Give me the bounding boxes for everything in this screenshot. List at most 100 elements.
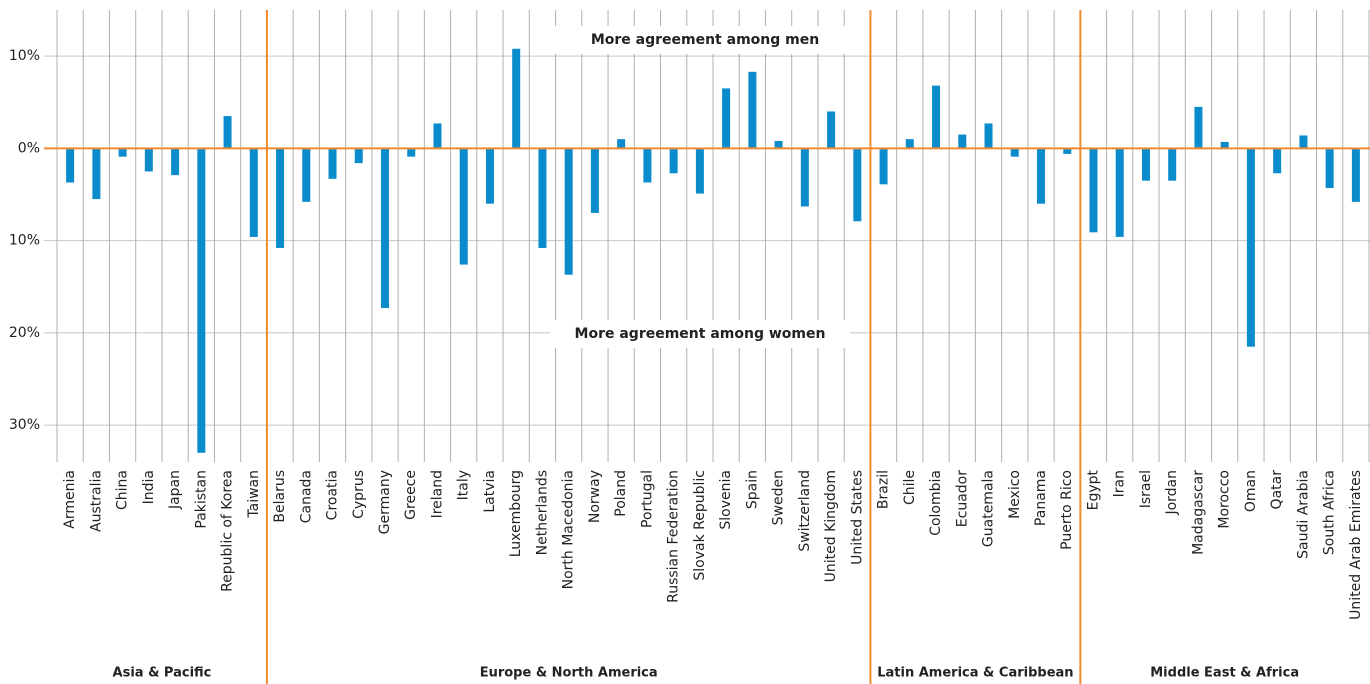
x-tick-label: Spain: [744, 470, 760, 509]
x-tick-label: China: [115, 470, 131, 510]
x-tick-label: Portugal: [639, 470, 655, 528]
bar: [1168, 148, 1177, 181]
bar: [564, 148, 573, 275]
bar: [1194, 106, 1203, 149]
x-tick-label: Ecuador: [954, 470, 970, 527]
y-tick-label: 10%: [9, 48, 40, 64]
bar: [171, 148, 180, 176]
bar: [905, 139, 914, 149]
annotation: More agreement among women: [575, 326, 826, 342]
x-tick-label: India: [141, 470, 157, 504]
y-tick-label: 10%: [9, 233, 40, 249]
bar: [223, 116, 232, 149]
bar: [407, 148, 416, 157]
group-label: Middle East & Africa: [1150, 666, 1299, 681]
x-tick-label: Qatar: [1269, 470, 1285, 510]
bar: [459, 148, 468, 265]
bar: [643, 148, 652, 183]
bar: [328, 148, 337, 179]
x-tick-label: Belarus: [272, 470, 288, 523]
annotation-background: [550, 320, 850, 348]
bar: [1220, 141, 1229, 149]
bar: [695, 148, 704, 194]
bar: [1246, 148, 1255, 347]
bar: [354, 148, 363, 164]
x-tick-label: United Arab Emirates: [1348, 470, 1364, 620]
bar: [66, 148, 75, 183]
group-label: Europe & North America: [480, 666, 658, 681]
x-tick-label: Netherlands: [534, 470, 550, 555]
bar: [800, 148, 809, 207]
x-tick-label: Canada: [298, 470, 314, 523]
x-tick-label: Saudi Arabia: [1295, 470, 1311, 559]
x-tick-label: Slovenia: [718, 470, 734, 530]
x-tick-label: Armenia: [62, 470, 78, 529]
bar: [433, 123, 442, 149]
x-tick-label: Russian Federation: [666, 470, 682, 603]
bar: [590, 148, 599, 213]
bar: [617, 139, 626, 149]
x-tick-label: Republic of Korea: [220, 470, 236, 592]
y-tick-label: 20%: [9, 325, 40, 341]
bar: [1089, 148, 1098, 233]
x-tick-label: Morocco: [1217, 470, 1233, 529]
x-tick-label: Chile: [902, 470, 918, 505]
x-tick-label: Cyprus: [351, 470, 367, 519]
x-tick-label: Sweden: [771, 470, 787, 525]
bar: [748, 71, 757, 149]
x-tick-label: Panama: [1033, 470, 1049, 526]
x-tick-label: Brazil: [876, 470, 892, 509]
bar: [879, 148, 888, 185]
x-tick-label: Norway: [587, 470, 603, 523]
x-tick-label: Guatemala: [981, 470, 997, 547]
x-tick-label: Ireland: [429, 470, 445, 518]
x-tick-label: Luxembourg: [508, 470, 524, 557]
bar: [249, 148, 258, 237]
bar: [932, 85, 941, 149]
x-tick-label: Japan: [167, 470, 183, 510]
bar: [1299, 135, 1308, 149]
bar: [302, 148, 311, 202]
x-tick-label: Madagascar: [1190, 470, 1206, 555]
bar: [118, 148, 127, 157]
x-tick-label: Mexico: [1007, 470, 1023, 519]
bar: [853, 148, 862, 222]
bar: [1037, 148, 1045, 204]
bar: [1115, 148, 1124, 237]
y-tick-label: 0%: [18, 140, 40, 156]
bar: [984, 123, 993, 149]
bar: [381, 148, 389, 308]
x-tick-label: Oman: [1243, 470, 1259, 512]
bar: [144, 148, 153, 172]
bar: [827, 111, 836, 149]
group-label: Latin America & Caribbean: [877, 666, 1073, 681]
x-tick-label: Puerto Rico: [1059, 470, 1075, 550]
x-tick-label: Iran: [1112, 470, 1128, 497]
bar: [774, 140, 783, 149]
x-tick-label: Australia: [88, 470, 104, 532]
x-tick-label: South Africa: [1322, 470, 1338, 555]
bar: [1010, 148, 1019, 157]
bar: [1141, 148, 1150, 181]
bar: [512, 48, 521, 149]
x-tick-label: Germany: [377, 470, 393, 534]
annotation-background: [555, 26, 855, 54]
x-tick-label: Poland: [613, 470, 629, 517]
y-tick-label: 30%: [9, 417, 40, 433]
bar: [1351, 148, 1360, 202]
x-tick-label: Slovak Republic: [692, 470, 708, 581]
bar: [1325, 148, 1334, 189]
x-tick-label: Greece: [403, 470, 419, 520]
x-tick-label: United States: [849, 470, 865, 565]
bar: [722, 88, 731, 149]
x-tick-label: Taiwan: [246, 470, 262, 519]
bar: [197, 148, 206, 453]
bar: [485, 148, 494, 204]
x-tick-label: Italy: [456, 470, 472, 500]
bar: [276, 148, 285, 248]
x-tick-label: United Kingdom: [823, 470, 839, 582]
x-tick-label: Croatia: [325, 470, 341, 520]
group-label: Asia & Pacific: [113, 666, 212, 681]
x-tick-label: Switzerland: [797, 470, 813, 552]
